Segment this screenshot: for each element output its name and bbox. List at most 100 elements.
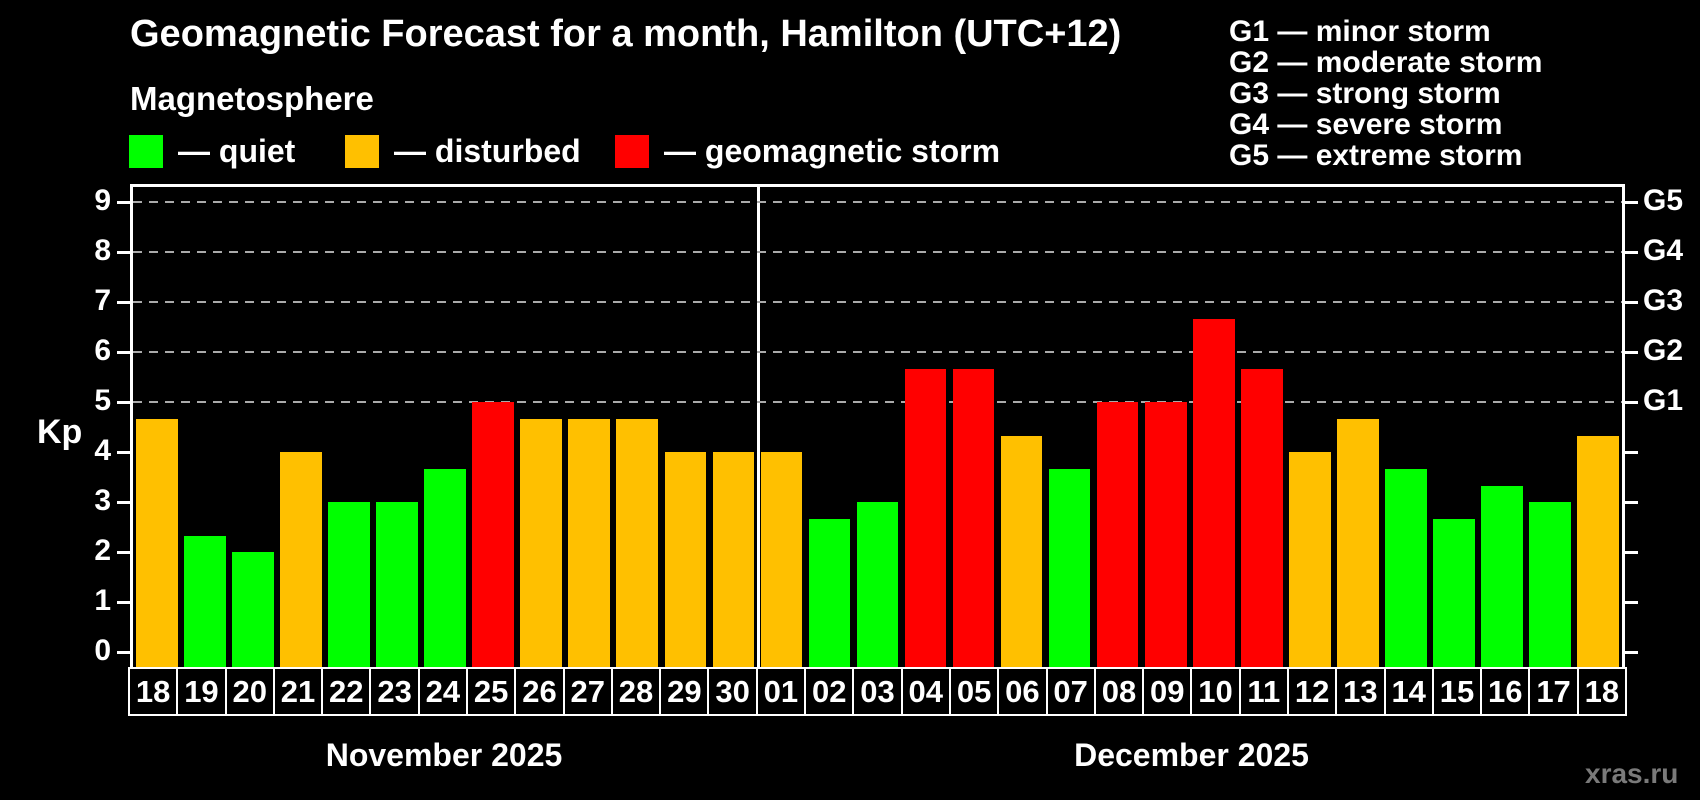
right-axis-label-g4: G4 — [1643, 234, 1684, 267]
magnetosphere-subtitle: Magnetosphere — [130, 80, 374, 117]
y-axis-label-kp-7: 7 — [94, 284, 111, 317]
right-axis-tick-kp-2 — [1625, 551, 1638, 554]
storm-color-swatch — [615, 134, 649, 168]
month-label-november: November 2025 — [325, 737, 563, 773]
right-axis-tick-kp-7 — [1625, 301, 1638, 304]
day-axis-cell: 13 — [1337, 669, 1384, 714]
kp-bar-day-24-quiet — [424, 468, 467, 667]
left-axis-tick-kp-0 — [117, 651, 130, 654]
kp-bar-day-10-storm — [1192, 318, 1235, 667]
y-axis-label-kp-2: 2 — [94, 534, 111, 567]
day-axis-cell: 09 — [1144, 669, 1191, 714]
kp-bar-day-26-disturbed — [520, 418, 563, 667]
day-axis-cell: 24 — [419, 669, 467, 714]
storm-scale-legend: G1 — minor storm G2 — moderate storm G3 — … — [1229, 16, 1542, 171]
day-axis-cell: 30 — [709, 669, 756, 714]
day-axis-cell: 18 — [130, 669, 177, 714]
kp-bar-day-20-quiet — [232, 552, 274, 667]
kp-bar-day-05-storm — [952, 368, 995, 667]
day-axis-cell: 01 — [757, 669, 805, 714]
kp-bar-day-06-disturbed — [1000, 435, 1043, 667]
kp-bar-day-03-quiet — [856, 502, 899, 667]
left-axis-tick-kp-6 — [117, 351, 130, 354]
kp-bar-day-02-quiet — [808, 518, 851, 667]
day-axis-row: 18 19 20 21 22 23 24 25 26 27 28 29 30 01 02 03 04 05 06 07… — [128, 667, 1627, 716]
kp-bar-day-18-disturbed — [1577, 435, 1619, 667]
left-axis-tick-kp-7 — [117, 301, 130, 304]
page-title: Geomagnetic Forecast for a month, Hamilt… — [130, 13, 1122, 55]
y-axis-label-kp-8: 8 — [94, 234, 111, 267]
kp-bar-day-29-disturbed — [664, 452, 707, 667]
kp-bar-day-11-storm — [1240, 368, 1283, 667]
day-axis-cell: 07 — [1047, 669, 1094, 714]
legend-label-storm: — geomagnetic storm — [664, 132, 1001, 169]
legend-item-storm: — geomagnetic storm — [615, 132, 1001, 169]
day-axis-cell: 06 — [999, 669, 1046, 714]
kp-bar-day-01-disturbed — [760, 452, 803, 667]
kp-bar-day-28-disturbed — [616, 418, 659, 667]
y-axis-label-kp-1: 1 — [94, 584, 111, 617]
month-label-december: December 2025 — [1074, 737, 1309, 773]
day-axis-cell: 18 — [1578, 669, 1625, 714]
day-axis-cell: 21 — [274, 669, 322, 714]
day-axis-cell: 03 — [854, 669, 901, 714]
kp-bar-day-30-disturbed — [712, 452, 755, 667]
kp-bar-day-19-quiet — [184, 535, 226, 667]
legend-label-disturbed: — disturbed — [394, 132, 581, 169]
storm-scale-legend-line: G3 — strong storm — [1229, 77, 1501, 110]
day-axis-cell: 16 — [1482, 669, 1529, 714]
storm-scale-legend-line: G4 — severe storm — [1229, 108, 1503, 141]
kp-bar-chart-plot-area: 0 1 2 3 4 5 6 7 8 9 G5 G4 G3 G2 G1 Kp — [37, 184, 1683, 667]
day-axis-cell: 15 — [1433, 669, 1481, 714]
kp-bar-day-12-disturbed — [1288, 452, 1331, 667]
y-axis-title-kp: Kp — [37, 413, 83, 451]
day-axis-cell: 12 — [1288, 669, 1336, 714]
day-axis-cell: 22 — [323, 669, 370, 714]
right-axis-tick-kp-5 — [1625, 401, 1638, 404]
right-axis-label-g1: G1 — [1643, 384, 1684, 417]
right-axis-tick-kp-6 — [1625, 351, 1638, 354]
day-axis-cell: 02 — [806, 669, 853, 714]
kp-bar-day-23-quiet — [376, 502, 419, 667]
right-axis-tick-kp-9 — [1625, 201, 1638, 204]
kp-bar-day-17-quiet — [1529, 502, 1571, 667]
day-axis-cell: 25 — [468, 669, 515, 714]
disturbed-color-swatch — [345, 134, 379, 168]
kp-bar-day-15-quiet — [1433, 518, 1475, 667]
day-axis-cell: 05 — [950, 669, 998, 714]
kp-bar-day-14-quiet — [1384, 468, 1427, 667]
gridline-kp-8 — [133, 251, 1622, 253]
day-axis-cell: 19 — [178, 669, 225, 714]
kp-bar-day-22-quiet — [328, 502, 370, 667]
month-divider-line — [757, 187, 761, 667]
kp-bar-day-13-disturbed — [1336, 418, 1379, 667]
day-axis-cell: 10 — [1192, 669, 1239, 714]
left-axis-tick-kp-4 — [117, 451, 130, 454]
kp-bar-day-04-storm — [904, 368, 947, 667]
gridline-kp-6 — [133, 351, 1622, 353]
y-axis-label-kp-0: 0 — [94, 634, 111, 667]
day-axis-cell: 17 — [1530, 669, 1577, 714]
kp-bar-day-08-storm — [1096, 402, 1139, 667]
right-axis-label-g2: G2 — [1643, 334, 1684, 367]
kp-bar-day-07-quiet — [1048, 468, 1091, 667]
y-axis-label-kp-9: 9 — [94, 184, 111, 217]
legend-item-disturbed: — disturbed — [345, 132, 581, 169]
day-axis-cell: 14 — [1385, 669, 1432, 714]
kp-bar-day-25-storm — [472, 402, 515, 667]
day-axis-cell: 08 — [1095, 669, 1143, 714]
kp-bar-day-21-disturbed — [280, 452, 322, 667]
legend-label-quiet: — quiet — [178, 132, 296, 169]
day-axis-cell: 26 — [516, 669, 563, 714]
y-axis-label-kp-5: 5 — [94, 384, 111, 417]
left-axis-tick-kp-2 — [117, 551, 130, 554]
left-axis-tick-kp-1 — [117, 601, 130, 604]
storm-scale-legend-line: G5 — extreme storm — [1229, 139, 1523, 172]
left-axis-tick-kp-3 — [117, 501, 130, 504]
right-axis-tick-kp-1 — [1625, 601, 1638, 604]
left-axis-tick-kp-9 — [117, 201, 130, 204]
legend-item-quiet: — quiet — [129, 132, 296, 169]
kp-bar-day-16-quiet — [1481, 485, 1523, 667]
day-axis-cell: 28 — [612, 669, 660, 714]
